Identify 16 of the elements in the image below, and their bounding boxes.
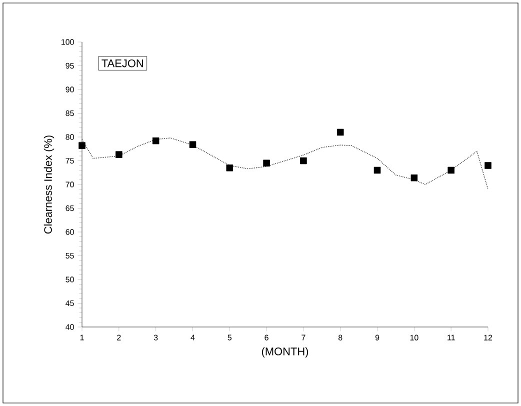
x-axis-title: (MONTH) [262,347,308,358]
y-axis-title: Clearness Index (%) [44,136,54,234]
point [78,142,86,149]
point [374,166,381,174]
line-series [82,138,488,190]
point [336,128,344,136]
annotation: TAEJON [102,59,143,68]
point [484,162,492,169]
point [300,157,307,164]
point [448,166,454,174]
point [189,141,196,148]
point [226,164,234,172]
point [116,151,122,158]
point [263,160,270,167]
point [152,137,160,144]
point [410,174,418,182]
